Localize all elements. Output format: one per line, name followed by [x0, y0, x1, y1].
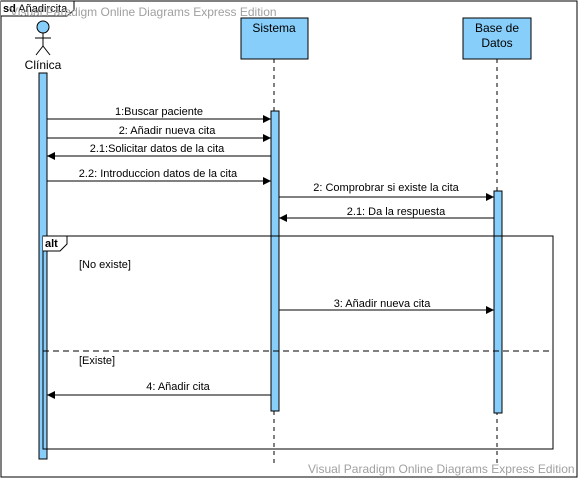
activation-basedatos — [493, 190, 503, 414]
message-2-2-label: 2.2: Introduccion datos de la cita — [79, 168, 238, 180]
lifeline-basedatos-label-2: Datos — [481, 36, 512, 50]
frame-tab — [1, 0, 75, 17]
frame-title: sd Añadircita — [3, 3, 68, 15]
alt-fragment — [42, 235, 554, 450]
message-2[interactable]: 2: Añadir nueva cita — [47, 125, 271, 142]
message-2-2[interactable]: 2.2: Introduccion datos de la cita — [47, 168, 271, 185]
message-comprobar[interactable]: 2: Comprobrar si existe la cita — [279, 182, 494, 201]
actor-head — [36, 20, 50, 34]
message-3[interactable]: 3: Añadir nueva cita — [279, 298, 494, 314]
actor-clinica[interactable] — [35, 20, 51, 56]
message-1[interactable]: 1:Buscar paciente — [47, 106, 271, 123]
activation-sistema — [270, 110, 280, 412]
alt-guard-existe: [Existe] — [79, 355, 115, 367]
alt-fragment-tab — [43, 235, 68, 252]
watermark-bottom: Visual Paradigm Online Diagrams Express … — [308, 462, 575, 476]
actor-label: Clínica — [25, 58, 62, 72]
message-respuesta-label: 2.1: Da la respuesta — [347, 206, 446, 218]
message-4[interactable]: 4: Añadir cita — [47, 381, 271, 399]
alt-operator: alt — [45, 238, 58, 250]
lifeline-basedatos-label-1: Base de — [475, 21, 519, 35]
message-comprobar-label: 2: Comprobrar si existe la cita — [313, 182, 459, 194]
message-4-label: 4: Añadir cita — [146, 381, 210, 393]
message-1-label: 1:Buscar paciente — [115, 106, 203, 118]
message-3-label: 3: Añadir nueva cita — [334, 298, 432, 310]
message-2-1-label: 2.1:Solicitar datos de la cita — [90, 143, 225, 155]
alt-guard-no-existe: [No existe] — [79, 259, 131, 271]
lifeline-sistema-label: Sistema — [252, 21, 296, 35]
message-2-1[interactable]: 2.1:Solicitar datos de la cita — [47, 143, 271, 160]
watermark-top: Visual Paradigm Online Diagrams Express … — [10, 5, 277, 19]
lifeline-sistema-box[interactable] — [240, 17, 309, 60]
message-2-label: 2: Añadir nueva cita — [119, 125, 217, 137]
message-respuesta[interactable]: 2.1: Da la respuesta — [279, 206, 494, 222]
